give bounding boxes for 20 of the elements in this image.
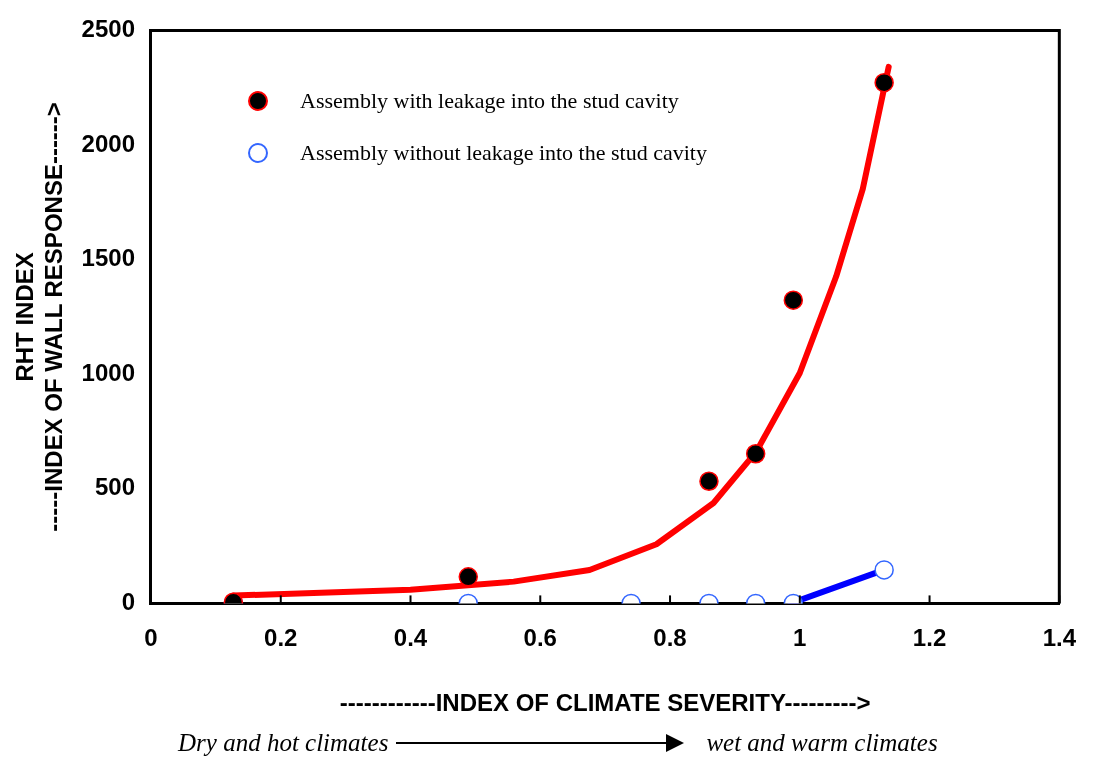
legend-label: Assembly with leakage into the stud cavity	[300, 88, 679, 114]
y-tick-label: 1500	[81, 244, 135, 272]
y-tick-label: 500	[94, 473, 135, 501]
text: wet and warm climates	[706, 729, 938, 757]
x-tick-label: 0.8	[653, 624, 687, 652]
x-tick-label: 0.2	[264, 624, 298, 652]
x-tick-label: 0	[144, 624, 158, 652]
y-axis-title: RHT INDEX -----INDEX OF WALL RESPONSE------>	[11, 102, 67, 532]
x-axis-title: ------------INDEX OF CLIMATE SEVERITY--------->	[339, 689, 871, 717]
y-tick-label: 2000	[81, 129, 135, 157]
legend-label: Assembly without leakage into the stud cavity	[300, 140, 707, 166]
x-tick-label: 1.2	[912, 624, 947, 652]
x-tick-label: 1	[793, 624, 807, 652]
x-tick-label: 0.6	[523, 624, 557, 652]
y-tick-label: 2500	[81, 15, 135, 43]
y-tick-label: 0	[121, 588, 135, 616]
text: Dry and hot climates	[178, 729, 389, 757]
x-tick-label: 0.4	[393, 624, 428, 652]
x-tick-label: 1.4	[1042, 624, 1077, 652]
y-tick-label: 1000	[81, 358, 135, 386]
